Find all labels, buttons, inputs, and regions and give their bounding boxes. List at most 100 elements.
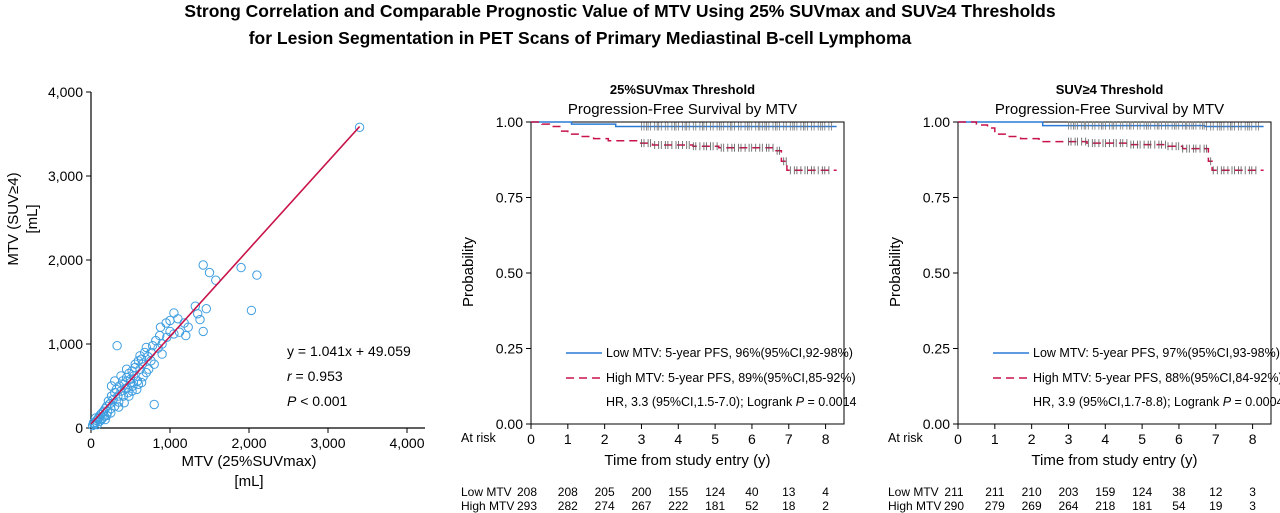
- km2-x-tick-label: 0: [954, 431, 962, 447]
- km1-at-risk-value: 155: [668, 485, 688, 499]
- km2-at-risk-value: 218: [1095, 499, 1115, 513]
- scatter-point: [132, 384, 142, 395]
- scatter-point: [125, 374, 136, 384]
- km1-at-risk-value: 200: [631, 485, 651, 499]
- scatter-point: [173, 314, 183, 324]
- km1-y-tick-label: 0.00: [496, 416, 523, 432]
- km1-at-risk-value: 40: [745, 485, 759, 499]
- km1-at-risk-value: 2: [822, 499, 829, 513]
- km1-x-tick-label: 2: [601, 431, 609, 447]
- km2-x-tick-label: 6: [1175, 431, 1183, 447]
- scatter-point: [155, 322, 166, 332]
- scatter-point: [246, 305, 257, 316]
- km2-threshold-label: SUV≥4 Threshold: [1056, 82, 1164, 97]
- km2-x-tick-label: 7: [1212, 431, 1220, 447]
- km1-x-tick-label: 5: [711, 431, 719, 447]
- km2-x-tick-label: 8: [1249, 431, 1257, 447]
- km1-legend-label-0: Low MTV: 5-year PFS, 96%(95%CI,92-98%): [606, 346, 853, 360]
- km2-x-tick-label: 3: [1065, 431, 1073, 447]
- scatter-p-value: P < 0.001: [287, 393, 348, 409]
- km2-x-tick-label: 5: [1138, 431, 1146, 447]
- km1-series-1-censor-marks: [641, 139, 830, 175]
- km2-chart-title: Progression-Free Survival by MTV: [995, 101, 1224, 118]
- scatter-x-axis-label: MTV (25%SUVmax): [181, 453, 316, 470]
- km1-hr-annotation: HR, 3.3 (95%CI,1.5-7.0); Logrank P = 0.0…: [606, 395, 857, 409]
- km2-x-axis-label: Time from study entry (y): [1031, 452, 1197, 469]
- km1-at-risk-value: 18: [782, 499, 796, 513]
- figure-title-line1: Strong Correlation and Comparable Progno…: [184, 1, 1055, 21]
- scatter-point: [116, 386, 126, 396]
- km2-y-tick-label: 0.75: [923, 190, 950, 206]
- scatter-point: [114, 397, 124, 407]
- scatter-point: [204, 267, 215, 278]
- km1-legend-label-1: High MTV: 5-year PFS, 89%(95%CI,85-92%): [606, 371, 856, 385]
- km2-x-tick-label: 1: [991, 431, 999, 447]
- scatter-y-tick-label: 0: [75, 420, 83, 436]
- km1-at-risk-value: 52: [745, 499, 759, 513]
- scatter-r-value: r = 0.953: [287, 368, 343, 384]
- km2-series-0-censor-marks: [1068, 121, 1259, 131]
- km2-at-risk-value: 264: [1058, 499, 1078, 513]
- scatter-x-axis-unit: [mL]: [234, 473, 263, 490]
- km1-x-tick-label: 0: [527, 431, 535, 447]
- scatter-x-tick-label: 3,000: [310, 435, 345, 451]
- scatter-point: [149, 359, 159, 369]
- km2-y-tick-label: 0.25: [923, 341, 950, 357]
- km2-at-risk-value: 211: [944, 485, 963, 499]
- km1-series-1-curve: [531, 121, 837, 172]
- km2-x-tick-label: 4: [1101, 431, 1109, 447]
- scatter-point: [106, 408, 116, 418]
- km2-at-risk-label-1: High MTV: [888, 499, 941, 513]
- scatter-x-tick-label: 0: [87, 435, 95, 451]
- km2-at-risk-value: 290: [944, 499, 964, 513]
- km2-y-axis-label: Probability: [887, 236, 904, 307]
- km2-hr-annotation: HR, 3.9 (95%CI,1.7-8.8); Logrank P = 0.0…: [1033, 395, 1280, 409]
- scatter-point: [252, 270, 262, 280]
- km1-at-risk-value: 267: [631, 499, 651, 513]
- scatter-point: [100, 414, 110, 425]
- scatter-equation: y = 1.041x + 49.059: [287, 343, 411, 359]
- km1-at-risk-value: 293: [517, 499, 537, 513]
- scatter-point: [135, 351, 145, 361]
- scatter-point: [183, 322, 193, 332]
- km1-x-axis-label: Time from study entry (y): [604, 452, 770, 469]
- km1-x-tick-label: 7: [785, 431, 793, 447]
- scatter-point: [116, 371, 126, 381]
- scatter-point: [354, 122, 365, 133]
- km2-at-risk-value: 211: [985, 485, 1004, 499]
- scatter-point: [96, 414, 107, 425]
- scatter-point: [201, 304, 212, 314]
- scatter-point: [113, 391, 123, 401]
- km1-at-risk-value: 181: [705, 499, 725, 513]
- scatter-point: [147, 341, 158, 351]
- scatter-point: [162, 332, 172, 342]
- km1-threshold-label: 25%SUVmax Threshold: [610, 82, 755, 97]
- scatter-fit-line: [90, 126, 361, 425]
- km2-at-risk-value: 210: [1022, 485, 1042, 499]
- scatter-point: [193, 309, 203, 319]
- scatter-point: [106, 381, 117, 391]
- km2-at-risk-value: 54: [1172, 499, 1186, 513]
- scatter-y-tick-label: 3,000: [48, 168, 83, 184]
- scatter-point: [114, 402, 124, 412]
- km1-series-0-censor-marks: [641, 122, 832, 131]
- scatter-point: [149, 399, 159, 410]
- km2-legend-label-1: High MTV: 5-year PFS, 88%(95%CI,84-92%): [1033, 371, 1280, 385]
- km1-at-risk-value: 124: [705, 485, 725, 499]
- km2-at-risk-value: 181: [1132, 499, 1152, 513]
- scatter-y-tick-label: 4,000: [48, 84, 83, 100]
- scatter-point: [136, 377, 147, 388]
- km1-series-0-curve: [531, 121, 837, 128]
- km1-at-risk-value: 208: [517, 485, 537, 499]
- km2-at-risk-value: 159: [1095, 485, 1115, 499]
- km1-y-axis-label: Probability: [460, 236, 477, 307]
- km2-legend-label-0: Low MTV: 5-year PFS, 97%(95%CI,93-98%): [1033, 346, 1280, 360]
- scatter-point: [121, 364, 132, 374]
- km1-at-risk-value: 13: [782, 485, 796, 499]
- km2-at-risk-value: 3: [1249, 485, 1256, 499]
- scatter-point: [181, 330, 191, 341]
- figure-title-line2: for Lesion Segmentation in PET Scans of …: [249, 28, 912, 48]
- scatter-y-axis-unit: [mL]: [24, 204, 41, 233]
- km1-y-tick-label: 1.00: [496, 114, 523, 130]
